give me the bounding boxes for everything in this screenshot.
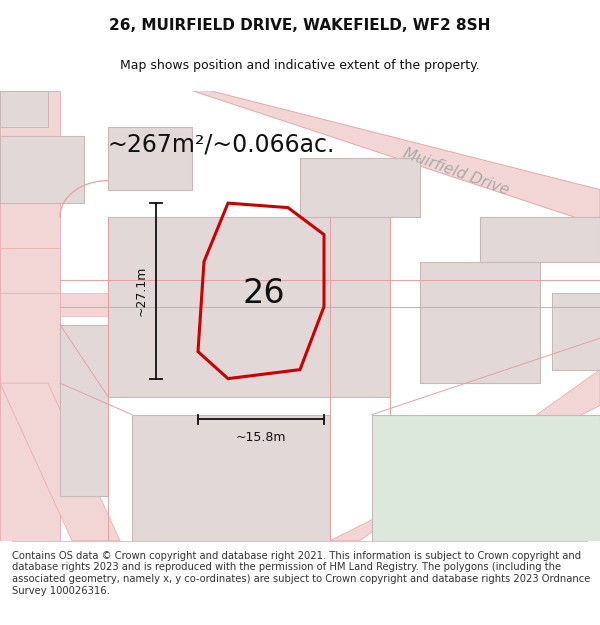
Polygon shape [132,414,330,541]
Polygon shape [552,293,600,369]
Text: 26: 26 [242,277,286,309]
Text: ~15.8m: ~15.8m [236,431,286,444]
Polygon shape [192,91,600,226]
Text: ~267m²/~0.066ac.: ~267m²/~0.066ac. [108,132,335,157]
Polygon shape [108,217,390,397]
Polygon shape [60,293,228,316]
Polygon shape [420,262,540,383]
Polygon shape [0,383,120,541]
Polygon shape [108,127,192,189]
Polygon shape [60,324,108,496]
Text: 26, MUIRFIELD DRIVE, WAKEFIELD, WF2 8SH: 26, MUIRFIELD DRIVE, WAKEFIELD, WF2 8SH [109,18,491,33]
Polygon shape [300,158,420,217]
Polygon shape [0,91,60,541]
Polygon shape [0,248,60,293]
Text: ~27.1m: ~27.1m [134,266,148,316]
Text: Contains OS data © Crown copyright and database right 2021. This information is : Contains OS data © Crown copyright and d… [12,551,590,596]
Text: Map shows position and indicative extent of the property.: Map shows position and indicative extent… [120,59,480,72]
Polygon shape [372,414,600,541]
Polygon shape [0,136,84,203]
Polygon shape [0,91,48,127]
Text: Muirfield Drive: Muirfield Drive [401,146,511,198]
Polygon shape [480,217,600,262]
Polygon shape [330,369,600,541]
